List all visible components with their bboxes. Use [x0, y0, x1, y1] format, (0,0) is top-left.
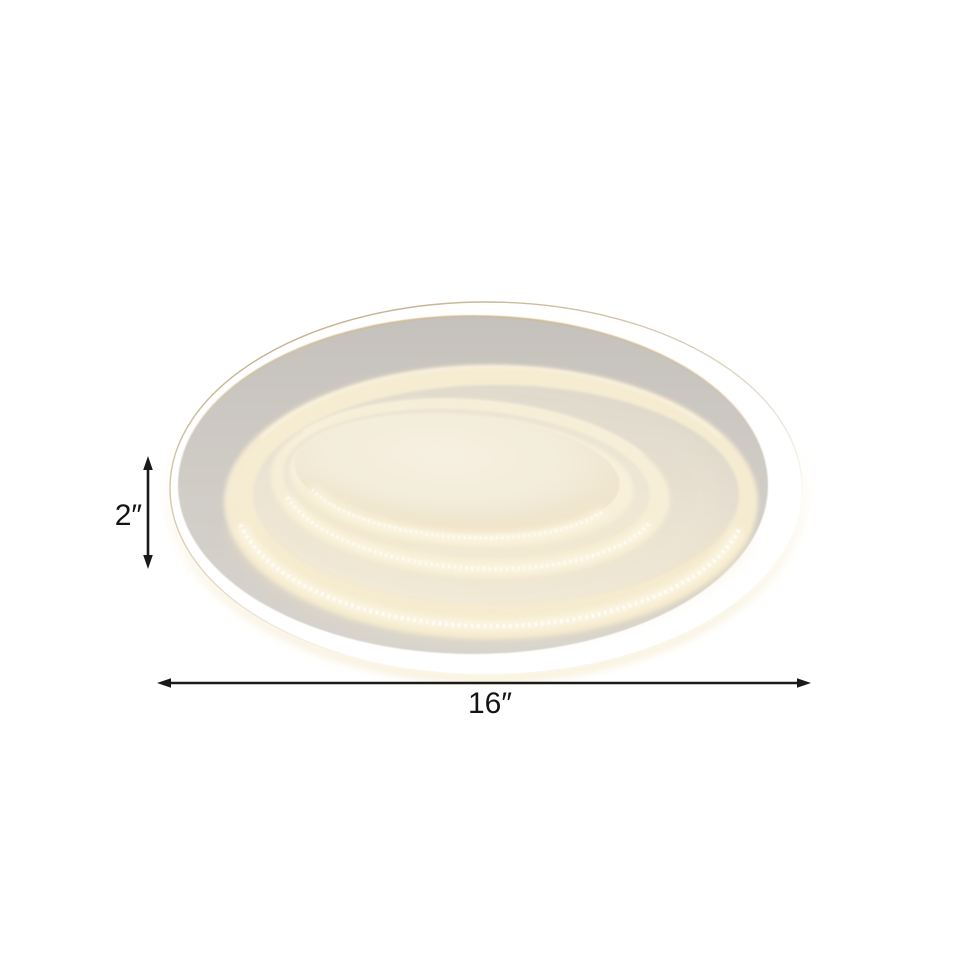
height-dimension-label: 2″ — [115, 499, 143, 532]
ambient-bloom — [240, 370, 720, 620]
led-strip-outer — [228, 519, 752, 639]
led-strip-outer-dots — [238, 523, 742, 628]
width-arrowhead-left — [157, 678, 171, 688]
frame-top-highlight — [177, 315, 769, 655]
height-arrowhead-up — [143, 456, 153, 470]
ceiling-lamp — [164, 298, 808, 682]
height-dimension-arrow — [143, 456, 153, 569]
width-arrowhead-right — [797, 678, 811, 688]
width-dimension-label: 16″ — [468, 687, 512, 720]
height-arrowhead-down — [143, 555, 153, 569]
dimension-annotations: 2″ 16″ — [115, 456, 811, 720]
width-dimension-arrow — [157, 678, 811, 688]
glow-ring-outer-top-light — [260, 365, 722, 439]
